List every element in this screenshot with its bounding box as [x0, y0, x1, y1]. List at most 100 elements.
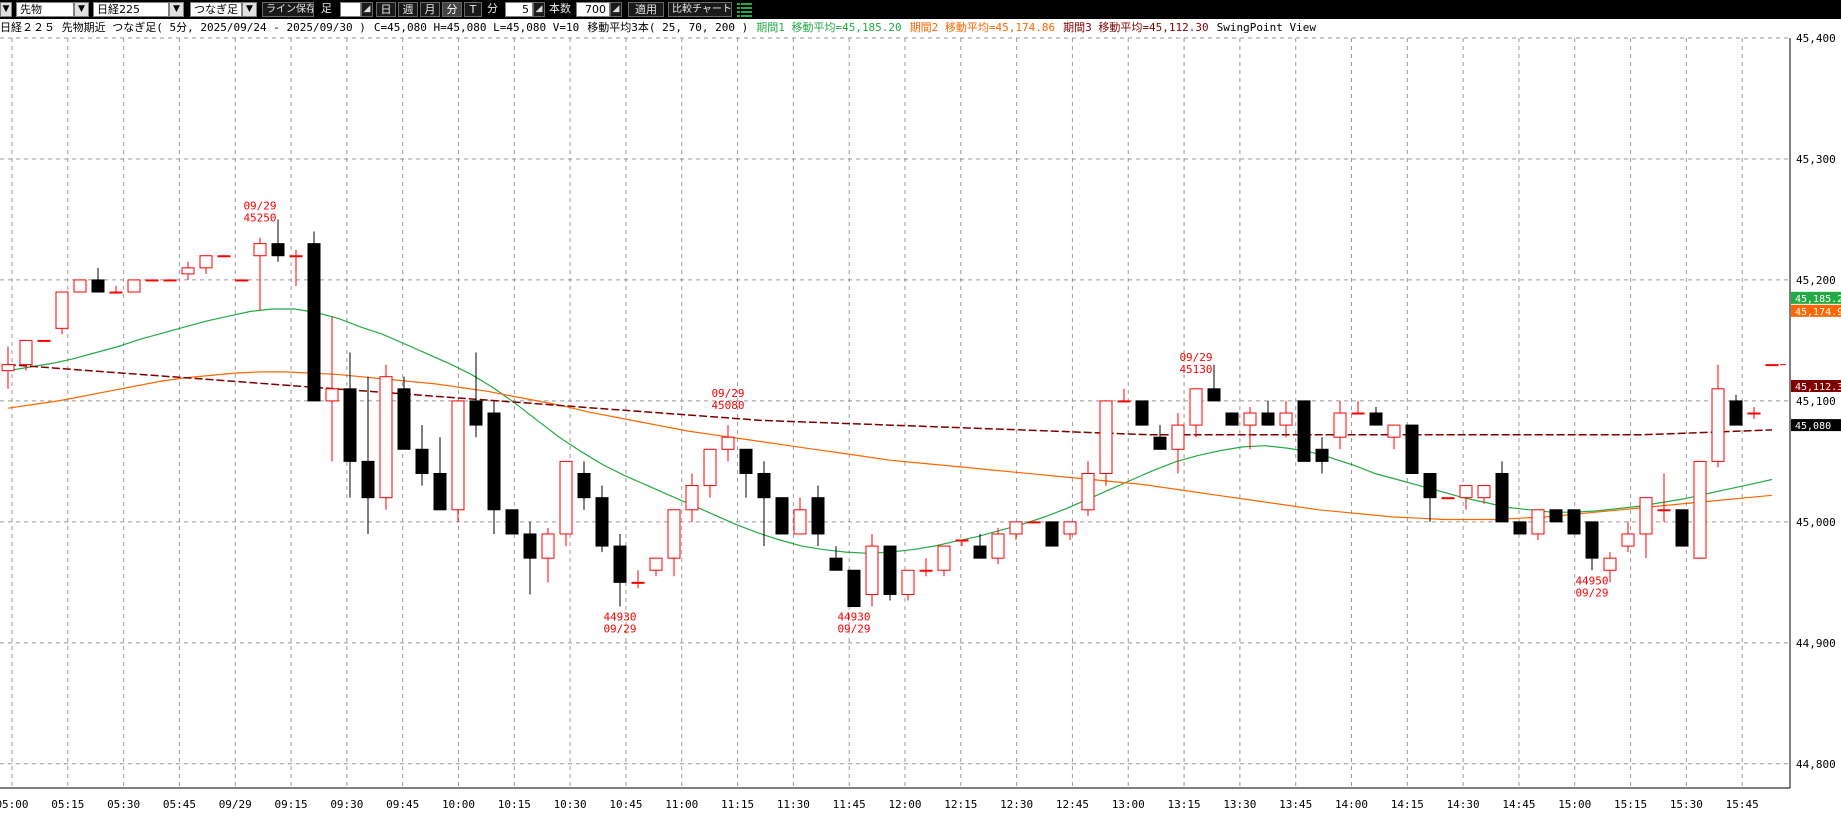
- y-tick-label: 45,200: [1796, 274, 1836, 287]
- x-tick-label: 14:45: [1502, 798, 1535, 811]
- candle-body: [235, 279, 249, 282]
- y-tick-label: 45,400: [1796, 32, 1836, 45]
- candle-body: [973, 545, 987, 559]
- swing-label-bottom: 45080: [711, 399, 744, 412]
- symbol-select[interactable]: 日経225: [93, 2, 169, 17]
- x-tick-label: 10:00: [442, 798, 475, 811]
- candle-body: [1747, 412, 1761, 415]
- candle-body: [361, 460, 375, 499]
- market-select[interactable]: 先物: [16, 2, 74, 17]
- candle-body: [811, 497, 825, 535]
- minutes-spin-icon[interactable]: ◢: [533, 2, 545, 17]
- price-tag-bg: [1791, 380, 1841, 393]
- candle-body: [847, 569, 861, 608]
- candle-body: [415, 448, 429, 474]
- candle-body: [307, 243, 321, 402]
- candle-body: [1099, 400, 1113, 474]
- candle-body: [1459, 485, 1473, 499]
- x-tick-label: 14:00: [1335, 798, 1368, 811]
- candle-body: [685, 485, 699, 511]
- swing-label-bottom: 09/29: [1575, 586, 1608, 599]
- price-tag-bg: [1791, 291, 1841, 304]
- candle-body: [1387, 424, 1401, 438]
- candle-body: [1369, 412, 1383, 426]
- candle-body: [181, 267, 195, 275]
- candle-body: [1297, 400, 1311, 462]
- period-week-button[interactable]: 週: [398, 2, 418, 17]
- period-tick-button[interactable]: T: [464, 2, 482, 17]
- swing-label-top: 09/29: [1179, 351, 1212, 364]
- candle-body: [19, 339, 33, 366]
- save-lines-button[interactable]: ライン保存: [262, 2, 314, 17]
- candle-body: [1441, 497, 1455, 500]
- price-tag-bg: [1791, 304, 1841, 317]
- candle-body: [1711, 388, 1725, 462]
- candle-body: [955, 539, 969, 542]
- swing-label-bottom: 45130: [1179, 363, 1212, 376]
- x-tick-label: 12:45: [1056, 798, 1089, 811]
- series-select[interactable]: つなぎ足: [190, 2, 242, 17]
- candle-body: [379, 376, 393, 499]
- x-tick-label: 13:15: [1168, 798, 1201, 811]
- candle-body: [1135, 400, 1149, 426]
- chart-info-bar: 日経２２５ 先物期近 つなぎ足( 5分, 2025/09/24 - 2025/0…: [0, 19, 1324, 37]
- x-tick-label: 09:30: [330, 798, 363, 811]
- candle-body: [1621, 533, 1635, 547]
- candle-body: [613, 545, 627, 583]
- bars-input[interactable]: 700: [576, 2, 610, 17]
- x-tick-label: 15:45: [1726, 798, 1759, 811]
- minutes-input[interactable]: 5: [505, 2, 533, 17]
- x-tick-label: 05:45: [163, 798, 196, 811]
- y-tick-label: 45,000: [1796, 516, 1836, 529]
- x-tick-label: 13:45: [1279, 798, 1312, 811]
- candle-body: [739, 448, 753, 474]
- apply-button[interactable]: 適用: [628, 2, 664, 17]
- list-settings-icon[interactable]: [736, 2, 754, 17]
- candle-body: [1351, 412, 1365, 415]
- candle-body: [1027, 521, 1041, 524]
- ma-settings: 移動平均3本( 25, 70, 200 ): [587, 21, 749, 34]
- period-month-button[interactable]: 月: [420, 2, 440, 17]
- period-minute-button[interactable]: 分: [442, 2, 462, 17]
- candle-body: [505, 509, 519, 535]
- menu-dropdown-icon[interactable]: ▼: [0, 2, 12, 17]
- candle-body: [1675, 509, 1689, 547]
- candle-body: [109, 291, 123, 294]
- x-tick-label: 09/29: [219, 798, 252, 811]
- x-tick-label: 15:15: [1614, 798, 1647, 811]
- swing-label-top: 09/29: [711, 387, 744, 400]
- candle-body: [73, 279, 87, 293]
- candle-body: [1261, 412, 1275, 426]
- swing-label-top: 44950: [1575, 574, 1608, 587]
- candle-body: [487, 412, 501, 511]
- compare-chart-button[interactable]: 比較チャート: [668, 2, 732, 17]
- list-settings-icon-shape: [737, 3, 752, 17]
- spin-input[interactable]: [340, 2, 361, 17]
- market-dropdown-icon[interactable]: ▼: [74, 2, 89, 17]
- ma3-readout: 期間3 移動平均=45,112.30: [1063, 21, 1209, 34]
- period-day-button[interactable]: 日: [376, 2, 396, 17]
- symbol-dropdown-icon[interactable]: ▼: [169, 2, 184, 17]
- series-dropdown-icon[interactable]: ▼: [242, 2, 257, 17]
- x-tick-label: 14:15: [1391, 798, 1424, 811]
- spin-arrow-icon[interactable]: ◢: [361, 2, 373, 17]
- x-tick-label: 12:30: [1000, 798, 1033, 811]
- y-tick-label: 45,300: [1796, 153, 1836, 166]
- y-tick-label: 44,900: [1796, 637, 1836, 650]
- candle-body: [1693, 460, 1707, 559]
- x-tick-label: 05:30: [107, 798, 140, 811]
- candle-body: [1045, 521, 1059, 547]
- price-tag-label: 45,185.2: [1795, 294, 1841, 305]
- ma1-readout: 期間1 移動平均=45,185.20: [756, 21, 902, 34]
- x-tick-label: 12:15: [944, 798, 977, 811]
- candle-body: [721, 436, 735, 450]
- x-tick-label: 12:00: [888, 798, 921, 811]
- candle-body: [1063, 521, 1077, 535]
- candle-body: [1081, 472, 1095, 511]
- candle-body: [865, 545, 879, 595]
- bars-spin-icon[interactable]: ◢: [610, 2, 622, 17]
- candle-body: [469, 400, 483, 426]
- swing-label-top: 44930: [837, 611, 870, 624]
- candle-body: [1207, 388, 1221, 402]
